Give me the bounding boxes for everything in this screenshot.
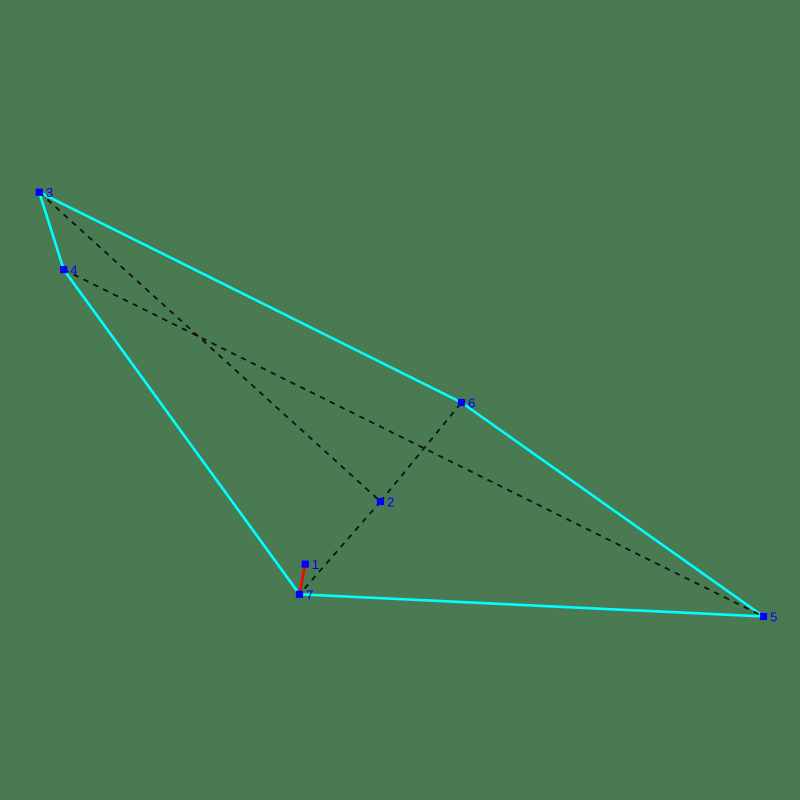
svg-text:2: 2 xyxy=(387,495,394,510)
svg-text:7: 7 xyxy=(306,587,313,602)
svg-text:1: 1 xyxy=(312,557,319,572)
svg-text:3: 3 xyxy=(46,185,53,200)
svg-text:5: 5 xyxy=(770,610,777,625)
svg-text:4: 4 xyxy=(70,263,77,278)
svg-text:6: 6 xyxy=(468,396,475,411)
